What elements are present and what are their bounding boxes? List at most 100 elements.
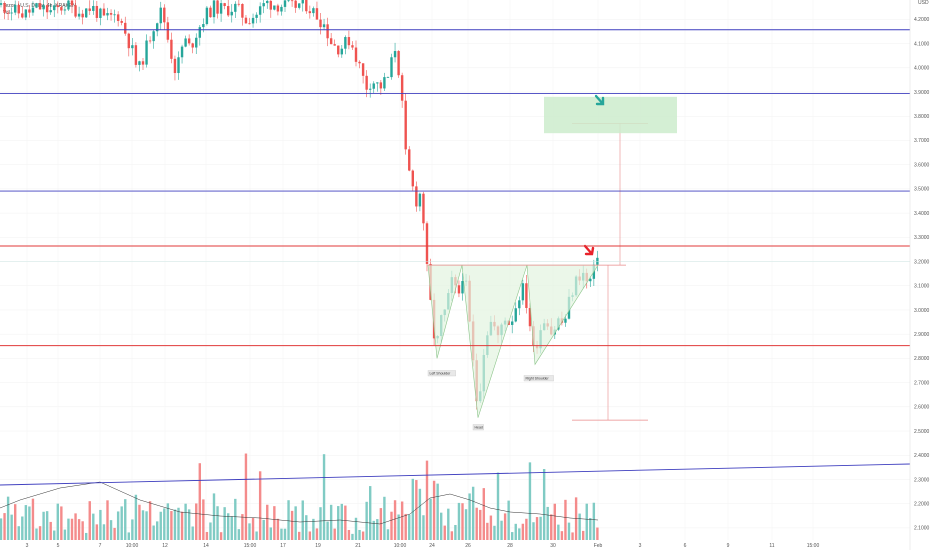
x-tick-label: 15:00 <box>244 543 257 549</box>
volume-bar <box>411 478 414 540</box>
candle-body <box>45 5 49 13</box>
volume-bar <box>258 471 262 540</box>
candle-body <box>109 13 113 15</box>
volume-bar <box>3 513 6 540</box>
y-tick-label: 3.6000 <box>914 162 930 168</box>
candle-body <box>518 300 521 309</box>
candle-body <box>106 13 109 16</box>
volume-bar <box>95 524 99 540</box>
candle-body <box>383 77 386 89</box>
y-tick-label: 2.6000 <box>914 405 930 411</box>
x-tick-label: 21 <box>355 543 361 549</box>
candle-body <box>376 82 379 84</box>
candle-body <box>315 8 319 20</box>
candle-body <box>301 0 304 4</box>
volume-bar <box>269 527 272 540</box>
y-tick-label: 3.7000 <box>914 138 930 144</box>
volume-bar <box>585 503 588 540</box>
volume-bar <box>369 486 372 540</box>
volume-bar <box>187 509 191 540</box>
candle-body <box>177 57 180 74</box>
x-tick-label: 30 <box>550 543 556 549</box>
volume-bar <box>70 518 74 540</box>
volume-bar <box>191 526 194 540</box>
volume-bar <box>550 514 553 540</box>
candle-body <box>386 77 390 78</box>
x-tick-label: 5 <box>57 543 60 549</box>
volume-bar <box>38 526 42 540</box>
candle-body <box>170 39 173 59</box>
candle-body <box>404 100 407 150</box>
volume-bar <box>337 506 340 540</box>
volume-bar <box>457 502 461 540</box>
pattern-label: Right Shoulder <box>526 377 550 381</box>
volume-bar <box>152 525 155 540</box>
candle-body <box>124 22 127 34</box>
candle-body <box>24 9 28 18</box>
volume-bar <box>397 514 400 540</box>
volume-bar <box>131 519 134 540</box>
y-tick-label: 3.8000 <box>914 114 930 120</box>
volume-bar <box>255 531 258 540</box>
x-tick-label: 19 <box>315 543 321 549</box>
x-tick-label: 11 <box>769 543 774 549</box>
volume-bar <box>138 504 141 540</box>
volume-bar <box>42 511 45 540</box>
candle-body <box>95 5 99 18</box>
candle-body <box>397 51 400 76</box>
volume-bar <box>85 532 88 540</box>
volume-bar <box>379 508 383 540</box>
x-tick-label: 28 <box>507 543 513 549</box>
volume-bar <box>493 525 496 540</box>
y-tick-label: 4.2000 <box>914 17 930 23</box>
candle-body <box>180 46 184 58</box>
candle-body <box>184 38 187 47</box>
candle-body <box>305 0 308 12</box>
volume-bar <box>290 510 294 540</box>
volume-bar <box>326 521 329 540</box>
volume-bar <box>429 498 432 540</box>
candle-body <box>53 5 56 11</box>
volume-bar <box>347 529 351 540</box>
volume-bar <box>266 504 269 540</box>
x-tick-label: 26 <box>465 543 471 549</box>
head-shoulders-pattern <box>427 264 599 418</box>
candle-body <box>223 3 226 7</box>
candle-body <box>308 11 312 14</box>
volume-bar <box>113 527 116 540</box>
y-tick-label: 3.9000 <box>914 90 930 96</box>
volume-bar <box>209 522 212 540</box>
chart-overlays: Left Shoulder Head Right Shoulder <box>0 94 911 486</box>
candle-body <box>365 75 368 90</box>
volume-bar <box>134 494 138 540</box>
volume-bar <box>511 532 514 540</box>
volume-bar <box>0 518 3 540</box>
candle-body <box>411 170 414 187</box>
x-tick-label: 3 <box>639 543 642 549</box>
volume-bar <box>500 520 503 540</box>
candle-body <box>319 19 322 28</box>
candle-body <box>166 22 170 40</box>
y-tick-label: 3.2000 <box>914 259 930 265</box>
candle-body <box>127 33 130 49</box>
volume-label: Vol <box>3 10 10 16</box>
candle-body <box>528 308 532 327</box>
y-tick-label: 3.5000 <box>914 187 930 193</box>
volume-bar <box>440 512 443 540</box>
volume-bar <box>450 531 454 540</box>
candle-body <box>269 0 272 10</box>
volume-bar <box>461 503 464 540</box>
trend-line <box>0 463 911 486</box>
volume-bar <box>92 513 95 540</box>
candle-body <box>276 5 280 12</box>
x-tick-label: 15:00 <box>807 543 820 549</box>
y-tick-label: 2.2000 <box>914 501 930 507</box>
y-tick-label: 2.5000 <box>914 429 930 435</box>
candle-body <box>116 14 120 21</box>
candle-body <box>202 24 205 28</box>
volume-bar <box>479 509 482 540</box>
volume-bar <box>475 507 478 540</box>
y-tick-label: 4.1000 <box>914 41 930 47</box>
y-tick-label: 2.3000 <box>914 477 930 483</box>
